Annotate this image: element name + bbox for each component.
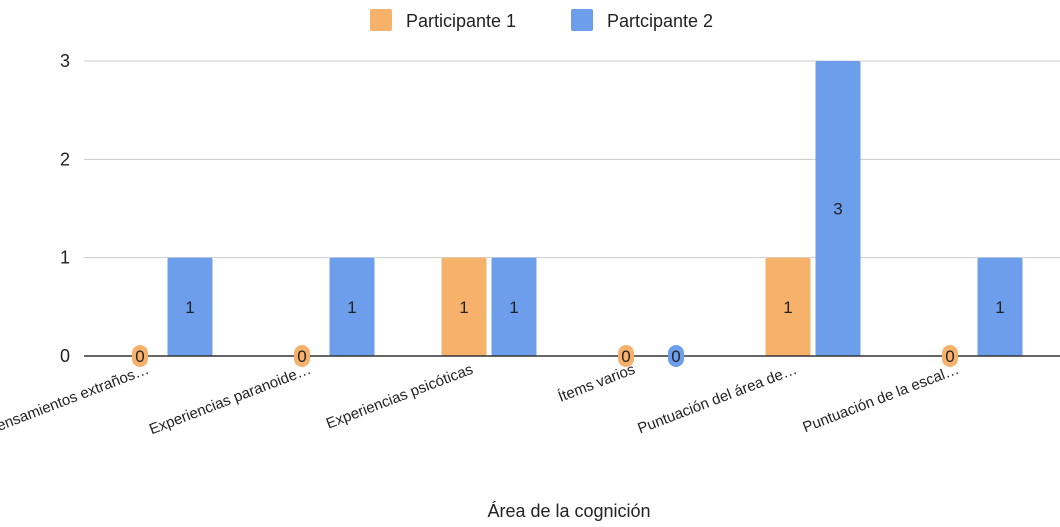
data-label: 1: [459, 298, 468, 317]
x-category-label: Experiencias psicóticas: [324, 361, 476, 433]
x-category-label: Experiencias paranoide…: [147, 361, 313, 438]
data-label: 0: [135, 347, 144, 366]
x-category-label: Ítems varios: [556, 361, 638, 406]
bar: [491, 257, 537, 356]
data-label: 1: [347, 298, 356, 317]
data-label: 0: [621, 347, 630, 366]
x-category-label: Puntuación del área de…: [635, 361, 799, 438]
data-label: 1: [509, 298, 518, 317]
data-label: 0: [297, 347, 306, 366]
zero-value-marker: [618, 345, 634, 367]
y-axis-ticks: 0 1 2 3: [60, 51, 70, 366]
bar: [329, 257, 375, 356]
gridlines: [84, 60, 1060, 259]
bar: [977, 257, 1023, 356]
x-category-label: Puntuación de la escal…: [800, 361, 961, 436]
zero-value-marker: [294, 345, 310, 367]
data-label: 1: [995, 298, 1004, 317]
x-axis-title: Área de la cognición: [487, 501, 650, 521]
bar: [765, 257, 811, 356]
legend: Participante 1 Partcipante 2: [370, 9, 713, 31]
legend-label: Partcipante 2: [607, 11, 713, 31]
y-tick-label: 2: [60, 149, 70, 169]
data-labels: 0 0 1 0 1 0 1 1 1 0 3 1: [132, 200, 1005, 367]
y-tick-label: 0: [60, 346, 70, 366]
data-label: 0: [671, 347, 680, 366]
legend-swatch: [370, 9, 392, 31]
bar: [441, 257, 487, 356]
y-tick-label: 1: [60, 248, 70, 268]
data-label: 3: [833, 200, 842, 219]
bar: [167, 257, 213, 356]
zero-value-marker: [668, 345, 684, 367]
data-label: 1: [783, 298, 792, 317]
legend-label: Participante 1: [406, 11, 516, 31]
zero-value-marker: [132, 345, 148, 367]
x-category-label: Pensamientos extraños…: [0, 361, 151, 438]
bars: [167, 61, 1023, 356]
bar: [815, 61, 861, 356]
x-axis-categories: Pensamientos extraños…Experiencias paran…: [0, 361, 961, 438]
legend-swatch: [571, 9, 593, 31]
data-label: 0: [945, 347, 954, 366]
data-label: 1: [185, 298, 194, 317]
y-tick-label: 3: [60, 51, 70, 71]
zero-value-marker: [942, 345, 958, 367]
